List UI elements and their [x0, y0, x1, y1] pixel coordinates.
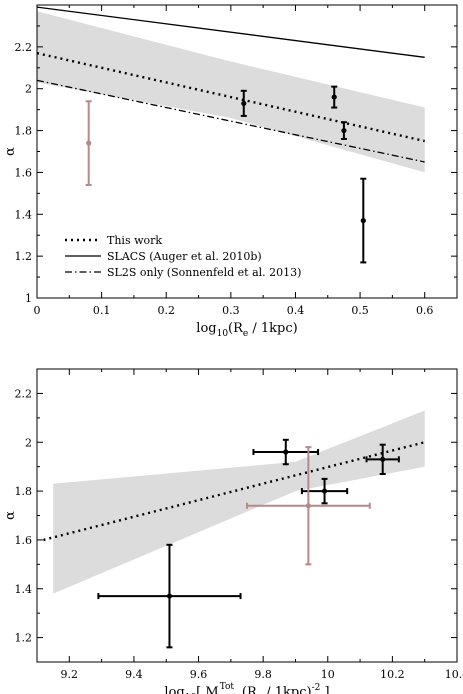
label-part: [ M — [196, 685, 219, 694]
x-tick-label: 0.2 — [157, 304, 175, 317]
label-subscript: e — [243, 329, 248, 339]
x-tick-label: 0.6 — [416, 304, 434, 317]
y-tick-label: 1.4 — [15, 583, 33, 596]
data-point — [331, 85, 338, 109]
data-point — [300, 477, 349, 505]
y-tick-label: 1.2 — [15, 632, 33, 645]
x-tick-label: 9.8 — [254, 668, 272, 681]
x-tick-label: 0.3 — [222, 304, 240, 317]
bottom-panel: 9.2 9.4 9.6 9.8 10 10.2 10.4 1.2 1.4 1.6 1.8 2 2.2 α l… — [3, 368, 463, 694]
y-axis-label: α — [3, 511, 18, 520]
label-part: / 1kpc) — [262, 685, 311, 694]
y-tick-label: 1 — [25, 292, 32, 305]
y-tick-label: 2 — [25, 83, 32, 96]
y-tick-label: 2.2 — [15, 387, 33, 400]
label-part: (R — [228, 321, 244, 336]
y-tick-label: 2 — [25, 436, 32, 449]
label-part: log — [196, 321, 216, 336]
confidence-band — [37, 11, 425, 173]
legend-entry: SL2S only (Sonnenfeld et al. 2013) — [107, 266, 301, 279]
x-tick-label: 9.4 — [125, 668, 143, 681]
x-tick-label: 10.2 — [380, 668, 405, 681]
x-tick-label: 9.2 — [61, 668, 79, 681]
marker — [241, 100, 247, 106]
legend-entry: SLACS (Auger et al. 2010b) — [107, 250, 262, 263]
marker — [331, 94, 337, 100]
marker — [86, 140, 92, 146]
data-point — [360, 177, 367, 264]
y-tick-label: 1.6 — [15, 534, 33, 547]
label-subscript: 10 — [217, 329, 229, 339]
confidence-band — [53, 410, 425, 594]
x-tick-label: 10.4 — [445, 668, 463, 681]
marker — [360, 217, 366, 224]
x-axis-label: log10(Re / 1kpc) — [196, 321, 297, 339]
data-point — [240, 89, 247, 117]
y-tick-label: 1.2 — [15, 250, 33, 263]
legend-entry: This work — [107, 234, 162, 247]
marker — [166, 593, 173, 599]
x-tick-label: 0.4 — [287, 304, 305, 317]
y-tick-label: 1.4 — [15, 208, 33, 221]
y-tick-label: 1.8 — [15, 485, 33, 498]
label-part: log — [164, 685, 184, 694]
x-tick-label: 0 — [34, 304, 41, 317]
y-axis-label: α — [3, 147, 18, 156]
marker — [283, 449, 289, 455]
data-point — [340, 121, 347, 140]
x-axis-label: log10[ MTotRe/2(Re / 1kpc)-2 ] — [164, 682, 329, 694]
series-line-dotted — [37, 51, 425, 143]
label-superscript: Tot — [220, 682, 235, 692]
x-tick-label: 0.1 — [93, 304, 111, 317]
data-point — [252, 438, 320, 466]
y-tick-label: 1.8 — [15, 125, 33, 138]
label-part: (R — [242, 685, 258, 694]
data-point — [97, 543, 242, 649]
marker — [305, 503, 311, 509]
top-panel: 0 0.1 0.2 0.3 0.4 0.5 0.6 1 1.2 1.4 1.6 1.8 2 2.2 α log… — [3, 4, 458, 339]
label-superscript: -2 — [312, 683, 321, 693]
label-part: ] — [320, 685, 329, 694]
marker — [341, 127, 347, 134]
data-point — [365, 443, 400, 475]
label-part: / 1kpc) — [248, 321, 297, 336]
x-tick-label: 10 — [321, 668, 335, 681]
series-line-dashdot — [37, 79, 425, 163]
plot-area — [43, 410, 425, 594]
data-point — [85, 100, 92, 186]
y-tick-label: 2.2 — [15, 41, 33, 54]
x-tick-label: 9.6 — [190, 668, 208, 681]
x-tick-label: 0.5 — [351, 304, 369, 317]
plot-area — [37, 6, 425, 173]
marker — [380, 456, 386, 462]
marker — [321, 488, 328, 494]
series-line-solid — [37, 6, 425, 58]
data-point — [246, 446, 371, 566]
y-tick-label: 1.6 — [15, 166, 33, 179]
